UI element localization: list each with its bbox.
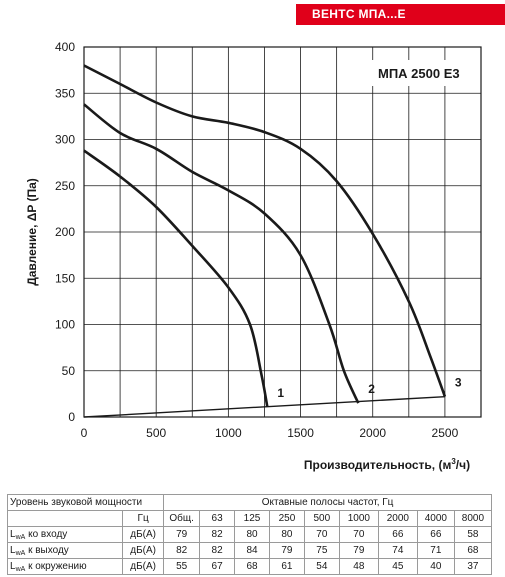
fan-curve-3 <box>83 64 447 398</box>
y-tick-label: 150 <box>55 271 75 285</box>
chart-title: МПА 2500 Е3 <box>378 66 460 81</box>
plot-frame <box>83 46 482 418</box>
unit-cell: дБ(А) <box>122 526 165 543</box>
x-tick-label: 500 <box>146 426 166 440</box>
value-cell: 55 <box>163 558 201 575</box>
value-cell: 70 <box>338 526 379 543</box>
value-cell: 79 <box>338 542 379 559</box>
value-cell: 45 <box>377 558 418 575</box>
table-row: LwA к выходу дБ(А) 82 82 84 79 75 79 74 71 68 <box>6 542 493 559</box>
fan-curve-1 <box>83 149 269 408</box>
value-cell: 66 <box>416 526 455 543</box>
curve-label-1: 1 <box>277 386 284 400</box>
row-label-cell: LwA ко входу <box>6 526 124 543</box>
value-cell: 37 <box>453 558 493 575</box>
table-title: Уровень звуковой мощности <box>6 494 165 511</box>
system-resistance-line <box>83 395 445 418</box>
value-cell: 70 <box>303 526 340 543</box>
value-cell: 82 <box>163 542 201 559</box>
brand-label: ВЕНТС МПА...Е <box>296 4 505 25</box>
y-tick-label: 0 <box>68 410 75 424</box>
band-header-cell: 500 <box>303 510 340 527</box>
band-header-cell: 125 <box>234 510 270 527</box>
band-header-cell: 2000 <box>377 510 418 527</box>
y-tick-label: 250 <box>55 179 75 193</box>
value-cell: 40 <box>416 558 455 575</box>
value-cell: 84 <box>234 542 270 559</box>
value-cell: 71 <box>416 542 455 559</box>
table-row: LwA к окружению дБ(А) 55 67 68 61 54 48 45 40 37 <box>6 558 493 575</box>
y-tick-label: 100 <box>55 318 75 332</box>
value-cell: 75 <box>303 542 340 559</box>
value-cell: 58 <box>453 526 493 543</box>
table-header-row: Гц Общ. 63 125 250 500 1000 2000 4000 8000 <box>6 510 493 527</box>
value-cell: 79 <box>163 526 201 543</box>
fan-performance-chart: 0 500 1000 1500 2000 2500 0 50 100 150 200 250 300 35… <box>25 40 482 472</box>
x-tick-label: 2500 <box>432 426 459 440</box>
chart-title-box <box>368 60 480 86</box>
value-cell: 82 <box>199 542 236 559</box>
band-header-cell: 1000 <box>338 510 379 527</box>
table-row: LwA ко входу дБ(А) 79 82 80 80 70 70 66 66 58 <box>6 526 493 543</box>
value-cell: 66 <box>377 526 418 543</box>
value-cell: 80 <box>268 526 305 543</box>
header-empty-cell <box>6 510 124 527</box>
unit-cell: дБ(А) <box>122 558 165 575</box>
y-tick-label: 200 <box>55 225 75 239</box>
band-header-cell: 8000 <box>453 510 493 527</box>
value-cell: 61 <box>268 558 305 575</box>
value-cell: 67 <box>199 558 236 575</box>
value-cell: 54 <box>303 558 340 575</box>
value-cell: 68 <box>453 542 493 559</box>
x-tick-label: 1500 <box>287 426 314 440</box>
y-tick-label: 350 <box>55 86 75 100</box>
value-cell: 82 <box>199 526 236 543</box>
bands-title: Октавные полосы частот, Гц <box>163 494 492 511</box>
value-cell: 80 <box>234 526 270 543</box>
unit-hz-cell: Гц <box>122 510 165 527</box>
value-cell: 74 <box>377 542 418 559</box>
unit-cell: дБ(А) <box>122 542 165 559</box>
band-header-cell: 63 <box>199 510 236 527</box>
y-tick-label: 400 <box>55 40 75 54</box>
curve-label-2: 2 <box>368 382 375 396</box>
row-label-cell: LwA к окружению <box>6 558 124 575</box>
value-cell: 48 <box>338 558 379 575</box>
sound-power-table: Уровень звуковой мощности Октавные полосы… <box>6 494 493 575</box>
band-header-cell: 4000 <box>416 510 455 527</box>
x-axis-label: Производительность, (м3/ч) <box>304 457 470 472</box>
table-header-row: Уровень звуковой мощности Октавные полосы… <box>6 494 492 511</box>
x-tick-label: 2000 <box>359 426 386 440</box>
fan-curve-2 <box>83 103 360 404</box>
row-label-cell: LwA к выходу <box>6 542 124 559</box>
x-tick-label: 1000 <box>215 426 242 440</box>
y-tick-label: 300 <box>55 133 75 147</box>
y-axis-label: Давление, ΔP (Па) <box>25 178 39 286</box>
y-tick-label: 50 <box>62 364 76 378</box>
value-cell: 68 <box>234 558 270 575</box>
band-header-cell: 250 <box>268 510 305 527</box>
curve-label-3: 3 <box>455 376 462 390</box>
band-header-cell: Общ. <box>163 510 201 527</box>
x-tick-label: 0 <box>81 426 88 440</box>
value-cell: 79 <box>268 542 305 559</box>
